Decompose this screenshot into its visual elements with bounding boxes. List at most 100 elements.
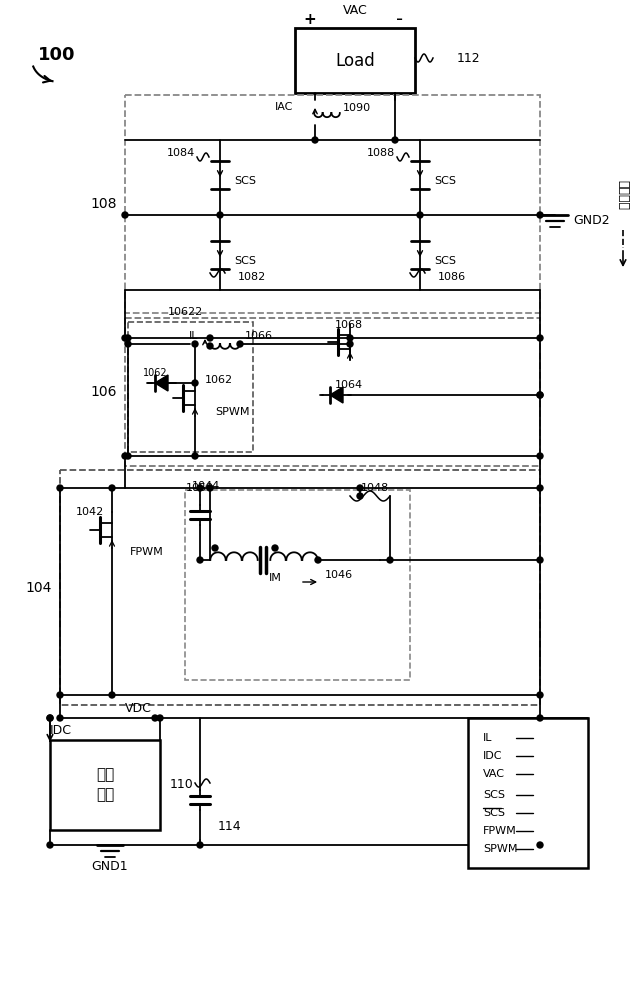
Text: Load: Load [335, 51, 375, 70]
Circle shape [197, 842, 203, 848]
Circle shape [207, 485, 213, 491]
Circle shape [537, 212, 543, 218]
Circle shape [537, 392, 543, 398]
Circle shape [197, 557, 203, 563]
Circle shape [207, 335, 213, 341]
Text: 电源: 电源 [96, 788, 114, 802]
Circle shape [357, 493, 363, 499]
Circle shape [217, 212, 223, 218]
Text: 1064: 1064 [335, 380, 363, 390]
Circle shape [47, 842, 53, 848]
Circle shape [109, 485, 115, 491]
Text: VDC: VDC [125, 702, 152, 714]
Circle shape [537, 692, 543, 698]
Circle shape [537, 453, 543, 459]
Text: 10622: 10622 [168, 307, 203, 317]
Bar [185, 490, 410, 680]
Circle shape [357, 485, 363, 491]
Circle shape [315, 557, 321, 563]
Text: 112: 112 [457, 51, 481, 64]
Text: VAC: VAC [343, 3, 367, 16]
Text: 108: 108 [91, 197, 117, 211]
Polygon shape [155, 375, 168, 391]
Circle shape [537, 842, 543, 848]
Circle shape [47, 715, 53, 721]
Text: IM: IM [268, 573, 281, 583]
Bar [60, 470, 540, 705]
Circle shape [47, 715, 53, 721]
Text: 114: 114 [218, 820, 241, 832]
Text: 106: 106 [91, 385, 117, 399]
Circle shape [417, 212, 423, 218]
Circle shape [57, 485, 63, 491]
Text: SCS: SCS [434, 256, 456, 266]
Bar [295, 28, 415, 93]
Bar [50, 740, 160, 830]
Bar [128, 322, 253, 452]
Circle shape [157, 715, 163, 721]
Circle shape [125, 341, 131, 347]
Circle shape [197, 485, 203, 491]
Bar [125, 318, 540, 466]
Text: FPWM: FPWM [130, 547, 164, 557]
Circle shape [122, 453, 128, 459]
Circle shape [122, 335, 128, 341]
Circle shape [207, 343, 213, 349]
Text: IDC: IDC [50, 724, 72, 736]
Text: 1046: 1046 [325, 570, 353, 580]
Circle shape [57, 692, 63, 698]
Circle shape [272, 545, 278, 551]
Text: SCS: SCS [434, 176, 456, 186]
Text: +: + [304, 12, 317, 27]
Circle shape [125, 335, 131, 341]
Text: SCS: SCS [234, 176, 256, 186]
Circle shape [312, 137, 318, 143]
Circle shape [109, 692, 115, 698]
Circle shape [237, 341, 243, 347]
Text: SCS: SCS [234, 256, 256, 266]
Circle shape [537, 557, 543, 563]
Text: SPWM: SPWM [483, 844, 517, 854]
Circle shape [122, 212, 128, 218]
Text: 1082: 1082 [238, 272, 266, 282]
Text: 104: 104 [26, 580, 52, 594]
Text: SCS: SCS [483, 790, 505, 800]
Text: 1062: 1062 [143, 368, 168, 378]
Text: 1086: 1086 [438, 272, 466, 282]
Text: GND2: GND2 [573, 215, 610, 228]
Circle shape [347, 341, 353, 347]
Circle shape [192, 380, 198, 386]
Text: 1090: 1090 [343, 103, 371, 113]
Text: 直流: 直流 [96, 768, 114, 782]
Circle shape [537, 485, 543, 491]
Text: SPWM: SPWM [215, 407, 250, 417]
Polygon shape [330, 387, 343, 403]
Text: 1048: 1048 [361, 483, 389, 493]
Text: 1062: 1062 [205, 375, 233, 385]
Text: GND1: GND1 [92, 860, 128, 874]
Text: 1042: 1042 [76, 507, 104, 517]
Circle shape [192, 453, 198, 459]
Text: -: - [397, 10, 404, 29]
Text: 1068: 1068 [335, 320, 363, 330]
Text: 1084: 1084 [167, 148, 195, 158]
Text: 110: 110 [170, 778, 194, 792]
Circle shape [125, 453, 131, 459]
Text: FPWM: FPWM [483, 826, 517, 836]
Text: VAC: VAC [483, 769, 505, 779]
Text: 1050: 1050 [186, 483, 214, 493]
Circle shape [387, 557, 393, 563]
Text: IL: IL [483, 733, 492, 743]
Text: 1088: 1088 [367, 148, 395, 158]
Text: 1044: 1044 [192, 481, 220, 491]
Text: IL: IL [189, 331, 198, 341]
Text: SCS: SCS [483, 808, 505, 818]
Circle shape [152, 715, 158, 721]
Circle shape [537, 335, 543, 341]
Circle shape [57, 715, 63, 721]
Text: 电流路径: 电流路径 [616, 180, 630, 210]
Text: IAC: IAC [275, 102, 293, 112]
Bar [468, 718, 588, 868]
Circle shape [537, 715, 543, 721]
Circle shape [192, 341, 198, 347]
